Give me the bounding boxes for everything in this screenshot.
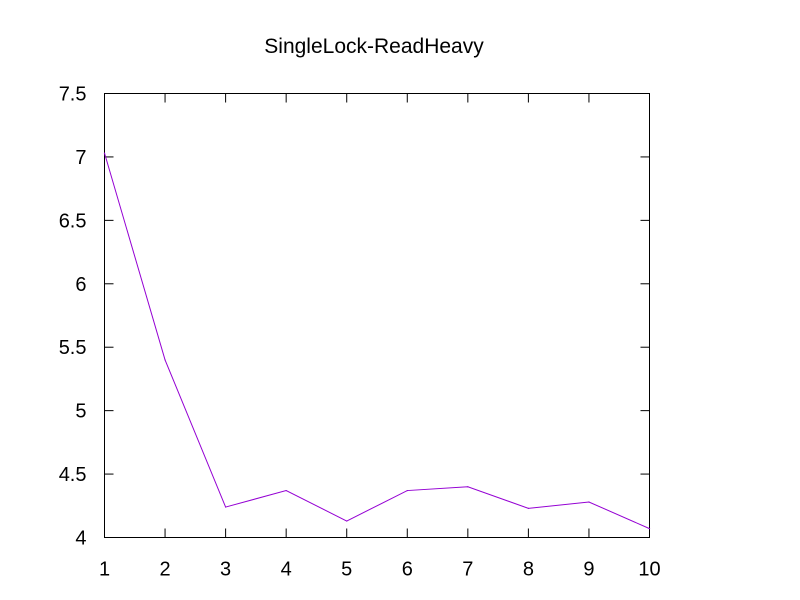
data-point: [406, 489, 408, 492]
y-tick-label: 5: [75, 401, 86, 423]
x-tick-label: 9: [583, 559, 594, 581]
x-tick-label: 8: [523, 559, 534, 581]
data-point: [527, 507, 529, 509]
x-tick-label: 2: [159, 559, 170, 581]
series-group: [103, 152, 651, 530]
data-point: [285, 489, 287, 492]
data-point: [225, 506, 227, 508]
y-tick-label: 6.5: [59, 210, 87, 232]
y-tick-label: 4.5: [59, 464, 87, 486]
x-tick-label: 6: [402, 559, 413, 581]
data-point: [346, 520, 348, 522]
y-tick-label: 7: [75, 147, 86, 169]
x-tick-label: 10: [638, 559, 660, 581]
plot-frame: [104, 93, 650, 538]
x-tick-label: 4: [281, 559, 292, 581]
y-tick-label: 7.5: [59, 84, 87, 106]
data-point: [103, 152, 106, 154]
data-point: [648, 528, 651, 530]
x-tick-label: 5: [341, 559, 352, 581]
x-axis: 1 2 3 4 5 6 7 8 9 10: [99, 93, 661, 581]
x-tick-label: 3: [220, 559, 231, 581]
y-axis: 4 4.5 5 5.5 6 6.5 7 7.5: [59, 84, 650, 550]
x-tick-label: 1: [99, 559, 110, 581]
x-tick-label: 7: [462, 559, 473, 581]
chart-title: SingleLock-ReadHeavy: [264, 35, 484, 58]
data-point: [164, 359, 166, 361]
series-line-0: [104, 152, 650, 530]
y-tick-label: 4: [75, 528, 86, 550]
y-tick-label: 6: [75, 274, 86, 296]
data-point: [467, 486, 469, 488]
data-point: [588, 501, 590, 503]
y-tick-label: 5.5: [59, 337, 87, 359]
